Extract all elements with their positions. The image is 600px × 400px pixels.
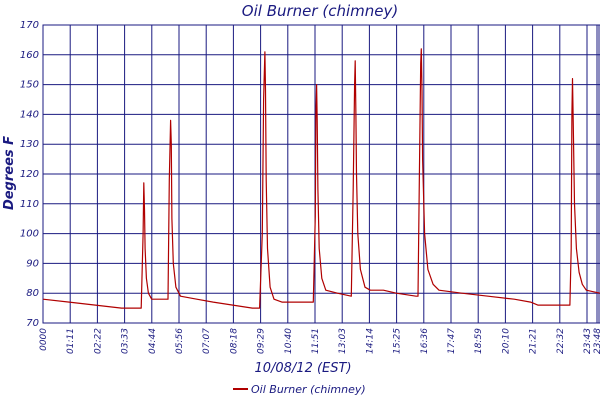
- y-tick-label: 70: [26, 318, 39, 329]
- x-tick-label: 21:21: [529, 328, 539, 354]
- x-tick-label: 09:29: [257, 328, 267, 354]
- x-tick-label: 20:10: [501, 328, 511, 354]
- y-tick-label: 100: [20, 229, 39, 240]
- x-axis-label: 10/08/12 (EST): [254, 361, 351, 376]
- y-tick-label: 90: [26, 258, 39, 269]
- chart-title: Oil Burner (chimney): [242, 2, 398, 20]
- x-tick-label: 03:33: [121, 328, 131, 354]
- x-tick-label: 01:11: [66, 328, 76, 354]
- x-tick-label: 18:59: [474, 328, 484, 354]
- x-tick-label: 16:36: [420, 328, 430, 354]
- y-tick-label: 120: [20, 169, 39, 180]
- legend: Oil Burner (chimney): [233, 383, 366, 396]
- x-tick-label: 04:44: [148, 328, 158, 354]
- y-tick-label: 150: [20, 80, 39, 91]
- x-tick-label: 10:40: [284, 328, 294, 354]
- x-tick-label: 17:47: [447, 328, 457, 354]
- x-tick-label: 14:14: [365, 328, 375, 354]
- x-tick-label: 22:32: [556, 328, 566, 354]
- y-tick-label: 170: [20, 20, 39, 31]
- x-tick-label: 23:43: [583, 328, 593, 354]
- y-axis-ticks: 70 80 90 100 110 120 130 140 150 160 170: [20, 20, 39, 329]
- y-axis-label: Degrees F: [2, 136, 17, 210]
- series-line-0: [42, 48, 600, 309]
- x-tick-label: 02:22: [93, 328, 103, 354]
- x-tick-label: 0000: [39, 328, 49, 351]
- y-tick-label: 140: [20, 109, 39, 120]
- x-axis-ticks: 0000 01:11 02:22 03:33 04:44 05:56 07:07 08:18 0…: [39, 328, 600, 354]
- legend-label: Oil Burner (chimney): [251, 383, 366, 396]
- y-tick-label: 130: [20, 139, 39, 150]
- x-tick-label: 08:18: [229, 328, 239, 354]
- x-tick-label: 11:51: [311, 328, 321, 354]
- y-tick-label: 80: [26, 288, 39, 299]
- series-layer: [42, 48, 600, 309]
- x-tick-label: 05:56: [175, 328, 185, 354]
- x-tick-label: 23:48: [593, 328, 600, 354]
- y-tick-label: 160: [20, 50, 39, 61]
- plot-border: [42, 24, 600, 324]
- x-tick-label: 15:25: [393, 328, 403, 354]
- x-tick-label: 13:03: [338, 328, 348, 354]
- y-tick-label: 110: [20, 199, 39, 210]
- x-tick-label: 07:07: [202, 328, 212, 354]
